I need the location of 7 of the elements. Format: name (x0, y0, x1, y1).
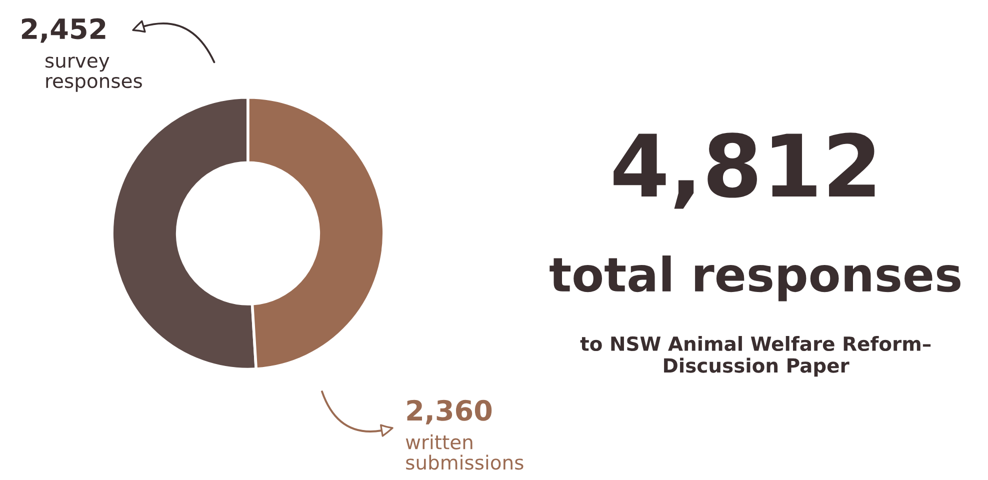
text: total responses (550, 256, 960, 302)
slice-label: written submissions (406, 434, 524, 470)
data-label: 2,452 (22, 18, 106, 43)
data-label: 2,360 (407, 400, 492, 424)
text: to NSW Animal Welfare Reform– Discussion Paper (580, 336, 931, 377)
slice-label: survey responses (46, 56, 142, 92)
text: 4,812 (614, 132, 875, 209)
